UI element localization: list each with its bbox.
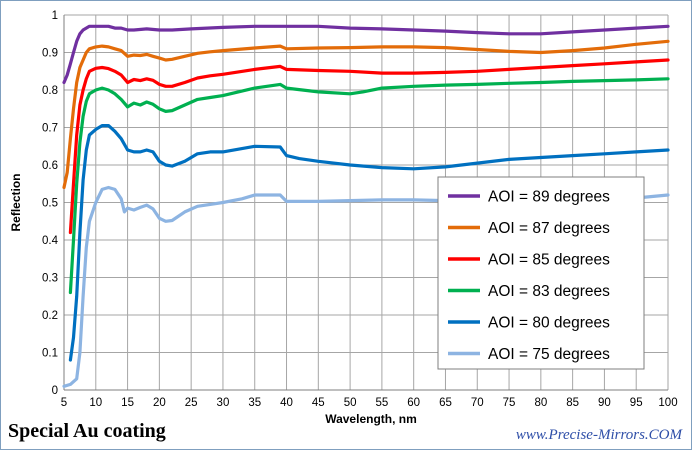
x-tick-label: 75 [503, 397, 516, 409]
y-tick-label: 0.2 [42, 310, 58, 322]
caption: Special Au coating [8, 420, 166, 442]
website-link[interactable]: www.Precise-Mirrors.COM [515, 427, 682, 443]
x-tick-label: 40 [280, 397, 293, 409]
x-tick-label: 70 [471, 397, 484, 409]
x-tick-label: 100 [658, 397, 677, 409]
legend-label: AOI = 89 degrees [488, 189, 610, 206]
x-tick-label: 55 [375, 397, 388, 409]
legend-box [437, 176, 645, 370]
y-tick-label: 0.4 [42, 235, 59, 247]
y-tick-label: 0.6 [42, 160, 58, 172]
series-line-4 [68, 124, 670, 362]
x-tick-label: 20 [153, 397, 166, 409]
x-tick-label: 50 [344, 397, 357, 409]
legend-label: AOI = 85 degrees [488, 252, 610, 269]
series-line-3 [68, 77, 670, 295]
y-tick-label: 0.7 [42, 123, 58, 135]
legend-label: AOI = 83 degrees [488, 283, 610, 300]
legend-label: AOI = 75 degrees [488, 346, 610, 363]
x-tick-label: 60 [407, 397, 420, 409]
x-axis-title: Wavelength, nm [325, 412, 417, 426]
x-tick-label: 30 [217, 397, 230, 409]
x-tick-label: 95 [630, 397, 643, 409]
x-tick-label: 5 [61, 397, 67, 409]
x-tick-label: 45 [312, 397, 325, 409]
y-tick-label: 0.9 [42, 48, 58, 60]
series-line-2 [68, 58, 670, 235]
x-tick-label: 10 [89, 397, 102, 409]
x-tick-label: 15 [121, 397, 134, 409]
x-tick-label: 80 [534, 397, 547, 409]
y-tick-label: 0.3 [42, 273, 58, 285]
legend-label: AOI = 87 degrees [488, 220, 610, 237]
x-tick-label: 85 [566, 397, 579, 409]
series-line-0 [62, 24, 670, 85]
legend-label: AOI = 80 degrees [488, 315, 610, 332]
y-axis-title: Reflection [9, 173, 23, 231]
x-tick-label: 35 [248, 397, 261, 409]
y-tick-label: 0.8 [42, 85, 58, 97]
x-tick-label: 90 [598, 397, 611, 409]
y-tick-label: 0 [52, 385, 58, 397]
x-tick-label: 65 [439, 397, 452, 409]
x-tick-label: 25 [185, 397, 198, 409]
y-tick-label: 0.5 [42, 198, 58, 210]
series-line-1 [62, 39, 670, 190]
y-tick-label: 0.1 [42, 348, 58, 360]
y-tick-label: 1 [52, 10, 58, 22]
